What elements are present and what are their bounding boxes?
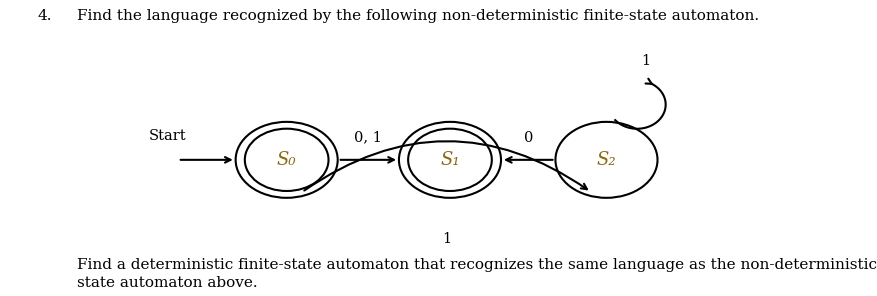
Text: S₂: S₂ xyxy=(596,151,616,169)
Text: 1: 1 xyxy=(441,232,451,246)
Text: 1: 1 xyxy=(640,54,650,68)
Text: Find a deterministic finite-state automaton that recognizes the same language as: Find a deterministic finite-state automa… xyxy=(77,258,877,290)
Text: S₁: S₁ xyxy=(439,151,460,169)
Text: 0: 0 xyxy=(523,131,532,145)
Text: Find the language recognized by the following non-deterministic finite-state aut: Find the language recognized by the foll… xyxy=(77,9,759,23)
Text: Start: Start xyxy=(148,128,186,143)
Text: 4.: 4. xyxy=(38,9,53,23)
Text: 0, 1: 0, 1 xyxy=(354,131,381,145)
Text: S₀: S₀ xyxy=(276,151,296,169)
